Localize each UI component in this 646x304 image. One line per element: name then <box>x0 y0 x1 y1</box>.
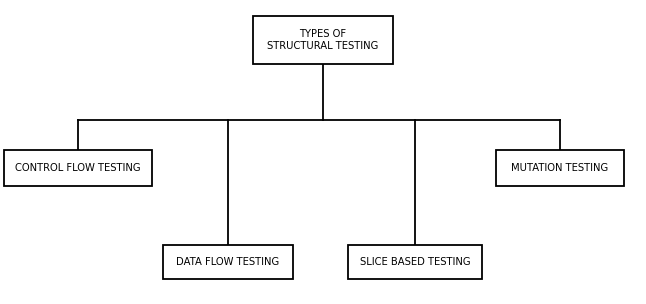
Bar <box>4 150 152 186</box>
Text: TYPES OF
STRUCTURAL TESTING: TYPES OF STRUCTURAL TESTING <box>267 29 379 51</box>
Bar <box>163 245 293 279</box>
Bar <box>253 16 393 64</box>
Text: MUTATION TESTING: MUTATION TESTING <box>512 163 609 173</box>
Text: DATA FLOW TESTING: DATA FLOW TESTING <box>176 257 280 267</box>
Text: SLICE BASED TESTING: SLICE BASED TESTING <box>360 257 470 267</box>
Bar <box>496 150 624 186</box>
Text: CONTROL FLOW TESTING: CONTROL FLOW TESTING <box>16 163 141 173</box>
Bar <box>348 245 482 279</box>
